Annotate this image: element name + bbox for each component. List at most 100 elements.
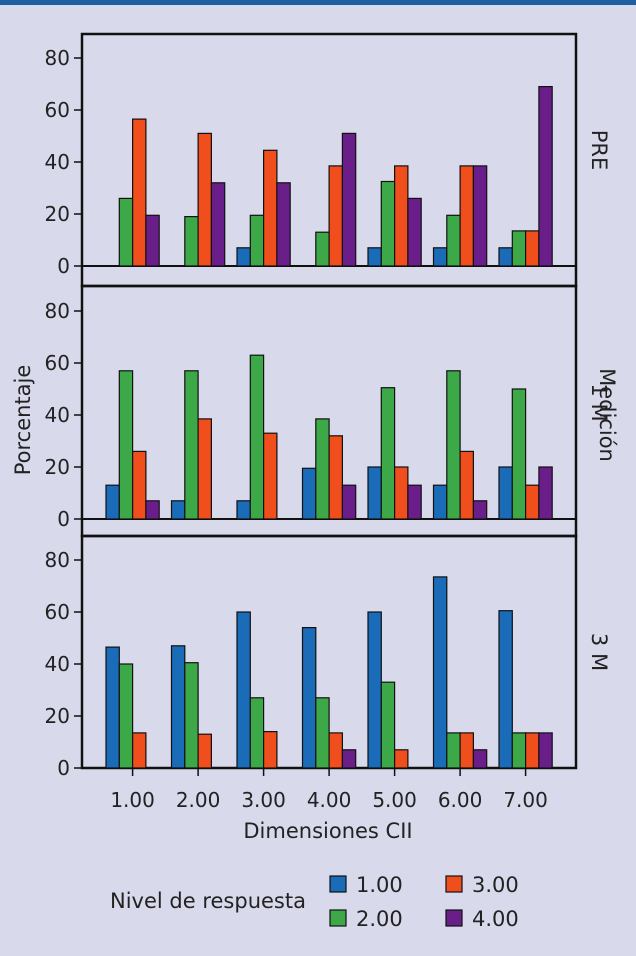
bar-3m-c6-s4 <box>472 749 488 769</box>
panel-label: 3 M <box>587 633 611 671</box>
bar-pre-c5-s2 <box>380 180 396 267</box>
bar-pre-c2-s2 <box>184 216 199 267</box>
bar-1m-c3-s3 <box>263 432 278 520</box>
bar-3m-c2-s1 <box>170 645 186 769</box>
panel-3: 0 20 40 60 80 3 M <box>45 534 611 780</box>
top-accent-bar <box>0 0 636 5</box>
panel-label: 1 M <box>587 383 611 421</box>
bar-pre-c6-s3 <box>459 165 475 267</box>
bar-pre-c6-s1 <box>432 247 448 267</box>
bar-3m-c5-s1 <box>367 611 382 769</box>
bar-pre-c1-s2 <box>118 197 134 267</box>
bar-pre-c2-s4 <box>210 182 226 267</box>
bar-3m-c6-s3 <box>459 732 475 769</box>
x-tick-label: 3.00 <box>241 788 286 812</box>
x-tick-labels: 1.00 2.00 3.00 4.00 5.00 6.00 7.00 <box>110 768 548 812</box>
legend-label: 4.00 <box>472 907 519 931</box>
bar-pre-c7-s4 <box>538 85 553 267</box>
bar-3m-c1-s2 <box>118 663 134 769</box>
y-tick-label: 80 <box>45 299 70 323</box>
bar-1m-c5-s1 <box>367 466 382 520</box>
bar-pre-c6-s2 <box>446 214 461 267</box>
bar-pre-c4-s2 <box>315 231 330 267</box>
y-tick-label: 40 <box>45 403 70 427</box>
y-tick-label: 40 <box>45 150 70 174</box>
x-tick-label: 1.00 <box>110 788 155 812</box>
bar-3m-c1-s3 <box>132 732 147 769</box>
bar-3m-c4-s2 <box>315 697 330 769</box>
bar-3m-c3-s3 <box>263 730 278 769</box>
bar-pre-c6-s4 <box>472 165 488 267</box>
y-tick-label: 80 <box>45 548 70 572</box>
y-tick-label: 0 <box>57 254 70 278</box>
legend-label: 1.00 <box>356 873 403 897</box>
x-tick-label: 6.00 <box>438 788 483 812</box>
panel-label: PRE <box>587 130 611 171</box>
legend-swatch <box>329 875 347 893</box>
bar-3m-c4-s4 <box>341 749 357 769</box>
bar-1m-c3-s1 <box>236 500 251 520</box>
bar-3m-c5-s2 <box>380 681 396 769</box>
x-tick-label: 7.00 <box>503 788 548 812</box>
bar-1m-c1-s4 <box>145 500 160 520</box>
bar-pre-c1-s4 <box>145 214 160 267</box>
y-tick-label: 0 <box>57 507 70 531</box>
legend-swatch <box>445 909 463 927</box>
bar-3m-c2-s2 <box>184 662 199 769</box>
x-tick-label: 5.00 <box>372 788 417 812</box>
bar-pre-c3-s1 <box>236 247 251 267</box>
bar-pre-c1-s3 <box>132 118 147 267</box>
x-tick-label: 4.00 <box>307 788 352 812</box>
bar-3m-c1-s1 <box>105 646 120 769</box>
bar-pre-c3-s3 <box>263 149 278 267</box>
bar-1m-c6-s3 <box>459 450 475 520</box>
bar-3m-c5-s3 <box>394 749 409 769</box>
bar-1m-c7-s4 <box>538 466 553 520</box>
legend: Nivel de respuesta 1.00 2.00 3.00 4.00 <box>110 873 519 931</box>
bar-pre-c5-s4 <box>407 197 422 267</box>
bar-pre-c4-s3 <box>328 165 344 267</box>
bar-3m-c7-s3 <box>524 732 540 769</box>
bar-pre-c7-s1 <box>498 247 513 267</box>
bar-pre-c7-s3 <box>524 230 540 267</box>
bar-1m-c1-s1 <box>105 484 120 520</box>
y-tick-label: 40 <box>45 652 70 676</box>
x-axis-label: Dimensiones CII <box>243 819 412 843</box>
y-tick-label: 80 <box>45 46 70 70</box>
bar-pre-c7-s2 <box>511 230 527 267</box>
panels: 0 20 40 60 80 PRE 0 20 40 60 80 1 M 0 20 40 60 80 3 M <box>45 32 611 780</box>
y-axis-label: Porcentaje <box>11 365 35 476</box>
bar-pre-c5-s1 <box>367 247 382 267</box>
y-tick-label: 20 <box>45 455 70 479</box>
bar-1m-c5-s3 <box>394 466 409 520</box>
bar-3m-c3-s1 <box>236 611 251 769</box>
y-tick-label: 20 <box>45 704 70 728</box>
bar-3m-c6-s1 <box>432 576 448 769</box>
facet-label: Medición <box>595 368 619 462</box>
bar-1m-c2-s1 <box>170 500 186 520</box>
bar-pre-c2-s3 <box>197 132 213 267</box>
bar-3m-c7-s1 <box>498 610 513 769</box>
legend-swatch <box>445 875 463 893</box>
bar-1m-c1-s2 <box>118 370 134 520</box>
bar-3m-c3-s2 <box>249 697 265 769</box>
legend-swatch <box>329 909 347 927</box>
y-tick-label: 60 <box>45 351 70 375</box>
bar-1m-c4-s4 <box>341 484 357 520</box>
x-tick-label: 2.00 <box>176 788 221 812</box>
bar-3m-c2-s3 <box>197 733 213 769</box>
bar-3m-c7-s2 <box>511 732 527 769</box>
bar-1m-c6-s1 <box>432 484 448 520</box>
bar-pre-c3-s4 <box>276 182 291 267</box>
y-tick-label: 60 <box>45 98 70 122</box>
bar-pre-c4-s4 <box>341 132 357 267</box>
bar-3m-c6-s2 <box>446 732 461 769</box>
bar-1m-c4-s3 <box>328 435 344 520</box>
bar-1m-c1-s3 <box>132 450 147 520</box>
bar-1m-c7-s2 <box>511 388 527 520</box>
y-tick-label: 60 <box>45 600 70 624</box>
bar-1m-c4-s2 <box>315 418 330 520</box>
bar-1m-c6-s2 <box>446 370 461 520</box>
y-tick-label: 0 <box>57 756 70 780</box>
